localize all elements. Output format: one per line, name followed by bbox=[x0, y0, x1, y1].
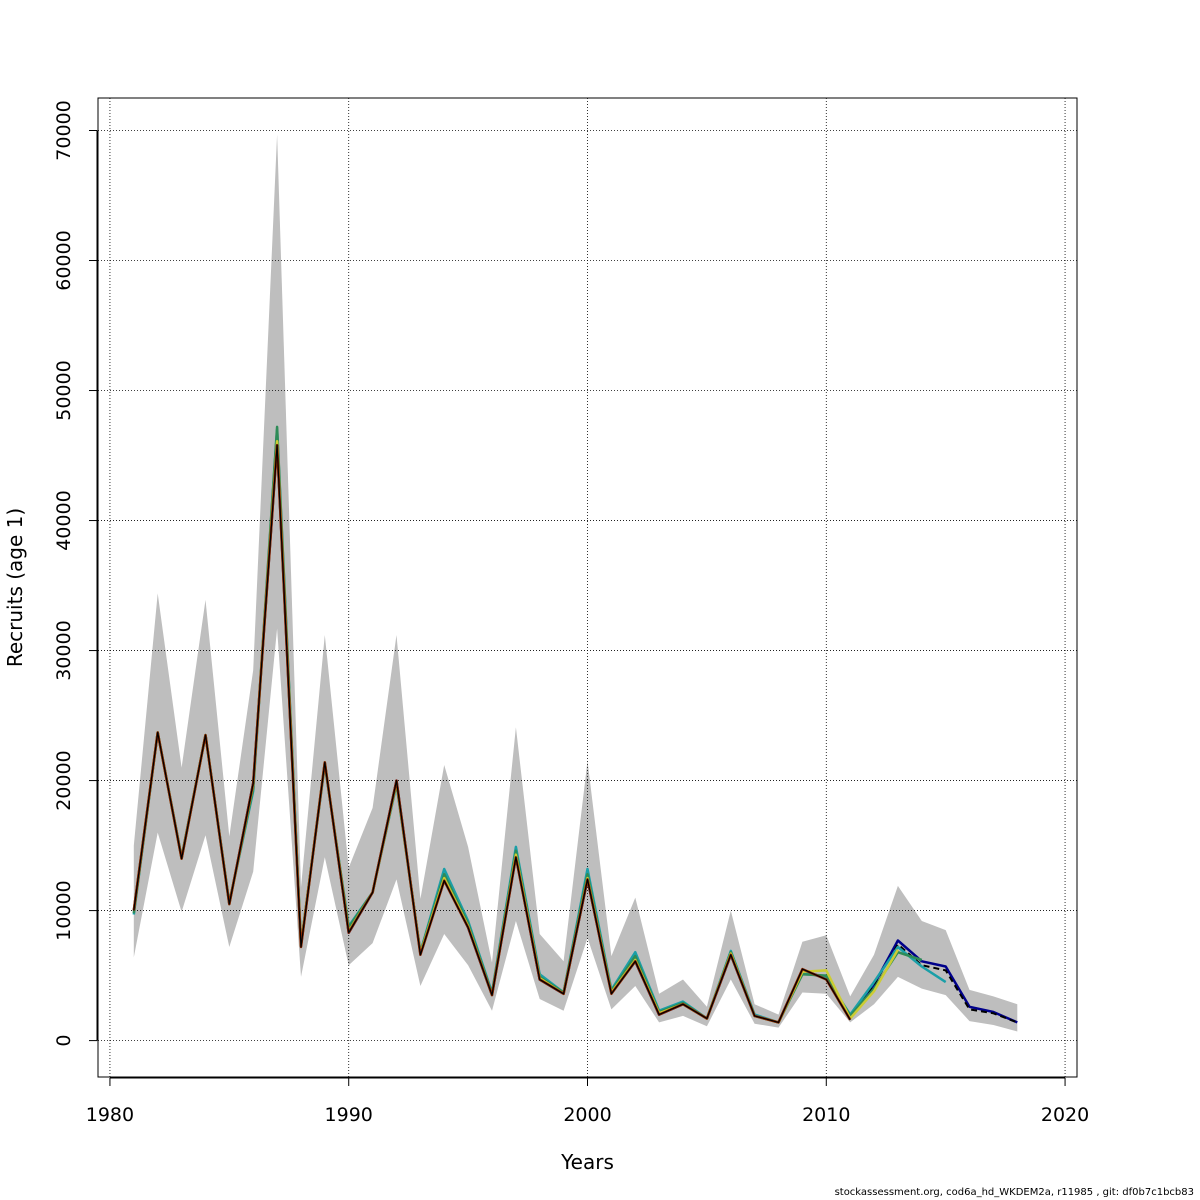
x-tick-label: 2010 bbox=[802, 1104, 850, 1126]
series-line-6 bbox=[132, 443, 852, 1024]
y-tick-label: 70000 bbox=[53, 100, 75, 160]
series-layer bbox=[132, 425, 1018, 1024]
y-tick-label: 10000 bbox=[53, 880, 75, 940]
axis-layer: 1980 1990 2000 2010 2020 0 10000 20000 30000 4000… bbox=[53, 100, 1089, 1126]
source-footnote: stockassessment.org, cod6a_hd_WKDEM2a, r… bbox=[834, 1187, 1194, 1198]
y-tick-label: 50000 bbox=[53, 360, 75, 420]
y-axis-title: Recruits (age 1) bbox=[3, 508, 27, 667]
confidence-band bbox=[133, 134, 1018, 1032]
x-axis-title: Years bbox=[560, 1150, 614, 1174]
plot-frame bbox=[97, 97, 1078, 1078]
y-tick-label: 30000 bbox=[53, 620, 75, 680]
x-tick-label: 2020 bbox=[1041, 1104, 1089, 1126]
y-tick-label: 0 bbox=[53, 1035, 75, 1047]
x-tick-label: 2000 bbox=[563, 1104, 611, 1126]
x-tick-label: 1990 bbox=[325, 1104, 373, 1126]
confidence-band-layer bbox=[133, 134, 1018, 1032]
y-tick-label: 40000 bbox=[53, 490, 75, 550]
y-tick-label: 60000 bbox=[53, 230, 75, 290]
y-tick-label: 20000 bbox=[53, 750, 75, 810]
grid-layer bbox=[98, 98, 1077, 1077]
x-tick-label: 1980 bbox=[86, 1104, 134, 1126]
series-line-7 bbox=[133, 444, 851, 1024]
